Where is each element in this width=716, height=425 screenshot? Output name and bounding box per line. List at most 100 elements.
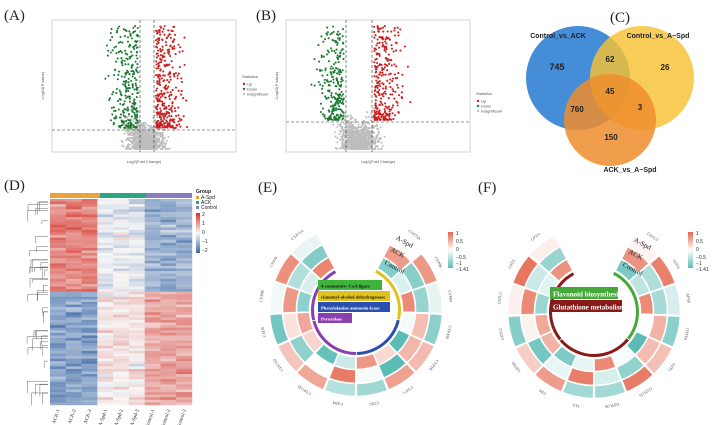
volcano-point-up — [378, 94, 381, 97]
volcano-point-up — [376, 107, 379, 110]
volcano-point-up — [163, 33, 166, 36]
heatmap-cell — [144, 214, 161, 218]
volcano-point-ns — [159, 135, 162, 138]
circos-cell — [378, 353, 407, 378]
heatmap-cell — [176, 402, 193, 406]
volcano-point-ns — [369, 127, 372, 130]
volcano-point-ns — [141, 135, 143, 138]
volcano-point-up — [397, 111, 400, 114]
volcano-point-up — [385, 112, 388, 115]
volcano-point-up — [165, 110, 168, 113]
volcano-point-up — [394, 49, 398, 52]
panel-label-f: (F) — [478, 180, 496, 196]
volcano-point-up — [388, 105, 391, 108]
volcano-point-up — [160, 92, 163, 95]
volcano-point-up — [392, 90, 395, 93]
volcano-point-down — [330, 32, 334, 35]
heatmap-cell — [176, 222, 193, 225]
venn-count-b-only: 26 — [661, 63, 670, 72]
volcano-point-up — [374, 99, 377, 102]
volcano-a-legend: Statistics Up Down Insignificant — [242, 74, 269, 97]
circos-plot-e: CYP73ACYP98CYP84CYP450CYP1BCYP71CCR1CAD4… — [258, 228, 454, 407]
volcano-point-up — [381, 66, 384, 70]
volcano-point-ns — [380, 141, 383, 144]
volcano-point-up — [375, 95, 378, 98]
volcano-point-down — [117, 73, 120, 76]
heatmap-cell — [113, 265, 130, 269]
volcano-point-down — [332, 71, 335, 74]
volcano-point-down — [317, 80, 320, 84]
circos-pathway-label: Flavonoid biosynthesis — [553, 291, 621, 299]
volcano-point-up — [182, 115, 185, 118]
volcano-point-ns — [150, 135, 152, 138]
volcano-point-up — [159, 33, 162, 36]
heatmap-cell — [160, 345, 177, 349]
volcano-point-up — [388, 73, 391, 76]
volcano-point-down — [131, 86, 134, 89]
volcano-point-up — [386, 118, 389, 121]
heatmap-cell — [97, 353, 114, 357]
circos-cell — [397, 334, 423, 363]
legend-down-dot — [476, 104, 480, 108]
heatmap-cell — [65, 276, 82, 280]
volcano-point-ns — [159, 132, 162, 135]
volcano-point-ns — [376, 123, 378, 126]
volcano-point-ns — [137, 139, 140, 142]
volcano-point-down — [320, 56, 323, 59]
volcano-point-down — [342, 52, 345, 55]
volcano-point-up — [383, 107, 386, 111]
circos-gene-label: CYP78 — [268, 256, 278, 269]
volcano-point-down — [324, 69, 327, 72]
heatmap-cell — [176, 209, 193, 213]
volcano-point-ns — [348, 148, 351, 150]
volcano-point-ns — [372, 125, 375, 128]
volcano-point-ns — [377, 130, 380, 133]
volcano-point-up — [156, 75, 159, 78]
volcano-point-up — [400, 91, 403, 94]
legend-swatch-ack — [196, 201, 199, 204]
circos-cell — [425, 282, 443, 314]
heatmap-cell — [176, 309, 193, 313]
volcano-point-down — [125, 124, 128, 127]
heatmap-cell — [81, 242, 98, 246]
volcano-point-up — [166, 116, 169, 119]
circos-cell — [507, 284, 525, 316]
volcano-point-up — [159, 109, 163, 112]
volcano-point-up — [171, 30, 174, 33]
volcano-point-up — [393, 73, 396, 76]
volcano-point-ns — [140, 132, 143, 134]
heatmap-cell — [144, 250, 161, 254]
volcano-point-ns — [344, 123, 347, 125]
circos-cell — [282, 286, 300, 313]
heatmap-cell — [144, 232, 161, 236]
volcano-point-down — [109, 31, 112, 35]
heatmap-cell — [113, 268, 130, 272]
volcano-point-down — [336, 58, 340, 61]
heatmap-cell — [128, 245, 145, 249]
volcano-point-up — [158, 81, 161, 84]
venn-diagram: Control_vs_ACK Control_vs_A−Spd ACK_vs_A… — [526, 26, 694, 174]
volcano-point-up — [177, 89, 180, 92]
heatmap-cell — [176, 376, 193, 380]
heatmap-cell — [97, 327, 114, 331]
heatmap-cell — [144, 211, 161, 215]
volcano-point-up — [155, 52, 158, 55]
volcano-point-up — [380, 74, 383, 77]
heatmap-cell — [128, 240, 145, 243]
heatmap-cell — [113, 353, 130, 357]
volcano-b-xlabel: Log2(Fold Change) — [361, 159, 396, 164]
volcano-point-down — [120, 51, 123, 54]
circos-gene-label: CAD6 — [259, 327, 266, 338]
volcano-point-up — [378, 54, 381, 57]
heatmap-cell — [128, 229, 145, 233]
heatmap-cell — [65, 304, 82, 308]
heatmap-cell — [65, 356, 82, 359]
heatmap-cell — [50, 371, 66, 375]
volcano-point-down — [340, 71, 343, 74]
heatmap-cell — [128, 209, 145, 213]
heatmap-cell — [128, 201, 145, 205]
heatmap-cell — [176, 235, 193, 238]
volcano-point-down — [130, 79, 133, 83]
volcano-point-down — [131, 75, 134, 78]
volcano-point-up — [386, 69, 389, 72]
